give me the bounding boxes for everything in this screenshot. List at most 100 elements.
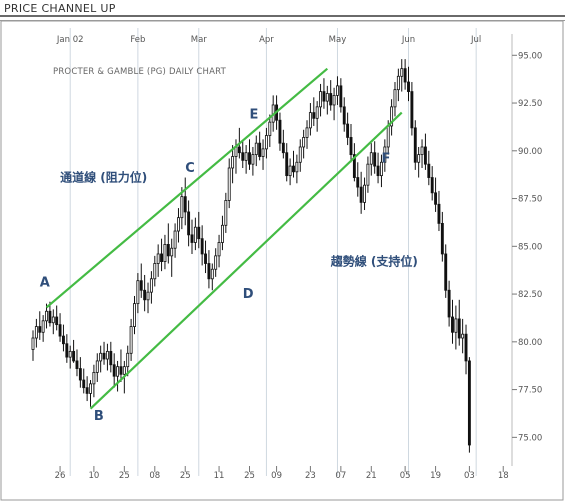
candle-body (68, 350, 72, 358)
month-label: Jul (470, 35, 481, 45)
candle-body (224, 200, 228, 226)
line-annotation: 趨勢線 (支持位) (330, 253, 418, 268)
candle-body (187, 211, 191, 236)
candle-body (248, 152, 251, 165)
line-annotation: 通道線 (阻力位) (60, 169, 147, 184)
x-tick-label: 05 (400, 471, 411, 481)
candle-body (376, 165, 380, 177)
candle-body (390, 106, 394, 127)
candle-body (61, 335, 65, 345)
candle-body (332, 94, 336, 106)
candle-body (285, 152, 289, 177)
channel-line-upper (45, 67, 329, 309)
candle-body (82, 379, 86, 389)
point-label-b: B (94, 409, 104, 424)
candle-body (207, 263, 211, 280)
month-label: Feb (130, 35, 145, 45)
candle-body (464, 333, 468, 362)
candle-body (133, 303, 136, 327)
candle-body (89, 383, 92, 394)
candle-body (51, 316, 55, 324)
y-tick-label: 75.00 (518, 433, 542, 443)
candle-body (437, 203, 441, 224)
candle-body (467, 360, 471, 446)
candle-body (278, 119, 282, 144)
x-tick-label: 18 (498, 471, 509, 481)
candle-body (261, 148, 265, 157)
candle-body (444, 253, 448, 291)
candle-body (339, 85, 343, 108)
candle-body (214, 255, 218, 270)
candle-body (160, 253, 164, 262)
candle-body (45, 310, 48, 322)
candle-body (204, 253, 207, 264)
candle-body (105, 350, 109, 360)
candle-body (308, 112, 312, 129)
candle-body (119, 366, 123, 375)
channel-layer (45, 67, 403, 410)
y-tick-label: 80.00 (518, 338, 542, 348)
candle-body (319, 91, 323, 108)
candle-body (99, 352, 103, 362)
candle-body (234, 146, 238, 157)
candle-body (173, 230, 177, 249)
candle-body (298, 146, 302, 163)
month-label: May (329, 35, 347, 45)
candle-body (356, 177, 360, 188)
candle-body (190, 234, 194, 243)
candle-body (146, 291, 150, 301)
y-tick-label: 82.50 (518, 290, 542, 300)
candle-body (396, 75, 400, 91)
candle-body (336, 85, 339, 96)
candle-body (48, 310, 52, 324)
y-tick-label: 77.50 (518, 386, 542, 396)
candle-body (254, 142, 258, 156)
x-tick-label: 03 (464, 471, 475, 481)
candle-body (251, 154, 255, 165)
candle-body (451, 316, 454, 333)
candle-body (55, 316, 59, 326)
candle-body (75, 360, 79, 369)
candle-body (231, 156, 235, 169)
title-rule (0, 15, 565, 17)
point-label-f: F (381, 151, 390, 166)
candle-body (177, 217, 180, 232)
chart-border (0, 20, 564, 501)
candle-body (200, 238, 204, 255)
candle-body (149, 278, 153, 293)
grid-layer (59, 28, 517, 476)
candle-body (85, 387, 89, 394)
title-bar: PRICE CHANNEL UP (0, 0, 565, 21)
candle-body (156, 253, 160, 264)
month-label: Jun (401, 35, 415, 45)
candle-body (447, 289, 451, 318)
month-label: Apr (259, 35, 274, 45)
candle-body (410, 91, 414, 129)
candle-body (34, 326, 38, 339)
y-tick-label: 95.00 (518, 51, 542, 61)
x-tick-label: 08 (149, 471, 160, 481)
candle-body (58, 324, 62, 337)
candle-body (373, 152, 377, 167)
chart-subtitle: PROCTER & GAMBLE (PG) DAILY CHART (53, 67, 227, 77)
candle-body (407, 81, 410, 92)
month-label: Jan 02 (56, 35, 84, 45)
x-tick-label: 09 (271, 471, 282, 481)
candle-body (305, 127, 309, 138)
candle-body (153, 263, 157, 280)
candle-body (143, 289, 147, 301)
candle-body (170, 247, 174, 257)
candle-body (329, 93, 333, 106)
candle-body (31, 337, 35, 350)
candle-body (369, 152, 373, 165)
x-tick-label: 21 (366, 471, 377, 481)
candle-body (126, 352, 130, 368)
candle-body (379, 161, 383, 177)
candle-body (325, 93, 329, 102)
point-label-c: C (185, 161, 195, 176)
candle-body (264, 135, 268, 150)
candle-body (41, 320, 45, 333)
point-label-d: D (243, 287, 254, 302)
x-tick-label: 23 (305, 471, 316, 481)
